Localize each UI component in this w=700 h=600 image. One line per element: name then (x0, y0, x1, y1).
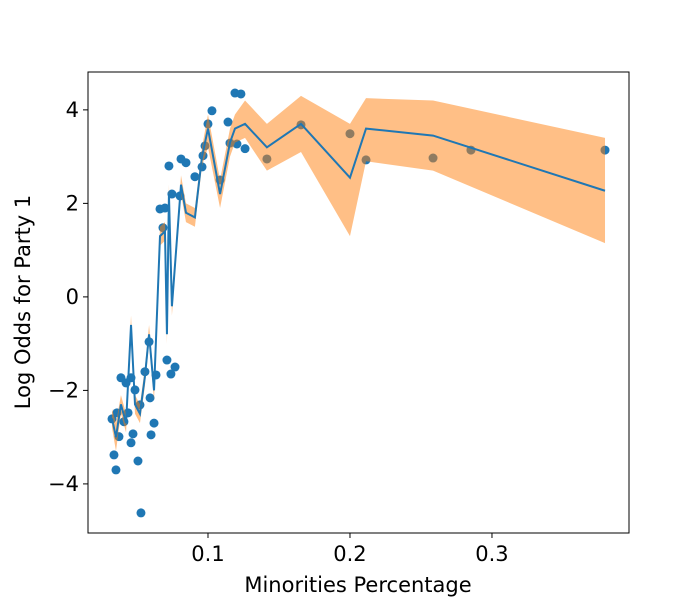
y-tick-label: −2 (48, 378, 79, 402)
scatter-point (236, 89, 246, 99)
scatter-point (145, 393, 155, 403)
x-tick-label: 0.2 (333, 542, 366, 566)
scatter-point (170, 362, 180, 372)
x-axis-label: Minorities Percentage (244, 573, 471, 597)
y-tick-label: 4 (66, 98, 79, 122)
x-tick-label: 0.3 (475, 542, 508, 566)
scatter-point (223, 117, 233, 127)
scatter-point (166, 369, 176, 379)
scatter-point (190, 172, 200, 182)
y-tick-label: 0 (66, 285, 79, 309)
plot-frame (87, 71, 630, 534)
x-tick-label: 0.1 (191, 542, 224, 566)
scatter-point (164, 161, 174, 171)
scatter-point (162, 355, 172, 365)
scatter-point (128, 429, 138, 439)
scatter-point (160, 203, 170, 213)
y-axis-label: Log Odds for Party 1 (11, 195, 35, 409)
scatter-point (149, 418, 159, 428)
scatter-point (136, 508, 146, 518)
scatter-point (111, 465, 121, 475)
scatter-point (146, 430, 156, 440)
scatter-point (181, 158, 191, 168)
scatter-point (240, 144, 250, 154)
confidence-band (111, 95, 606, 452)
y-tick-label: −4 (48, 472, 79, 496)
fit-line (111, 122, 606, 438)
scatter-point (133, 456, 143, 466)
scatter-point (207, 106, 217, 116)
y-tick-label: 2 (66, 191, 79, 215)
scatter-point (109, 450, 119, 460)
scatter-point (126, 438, 136, 448)
